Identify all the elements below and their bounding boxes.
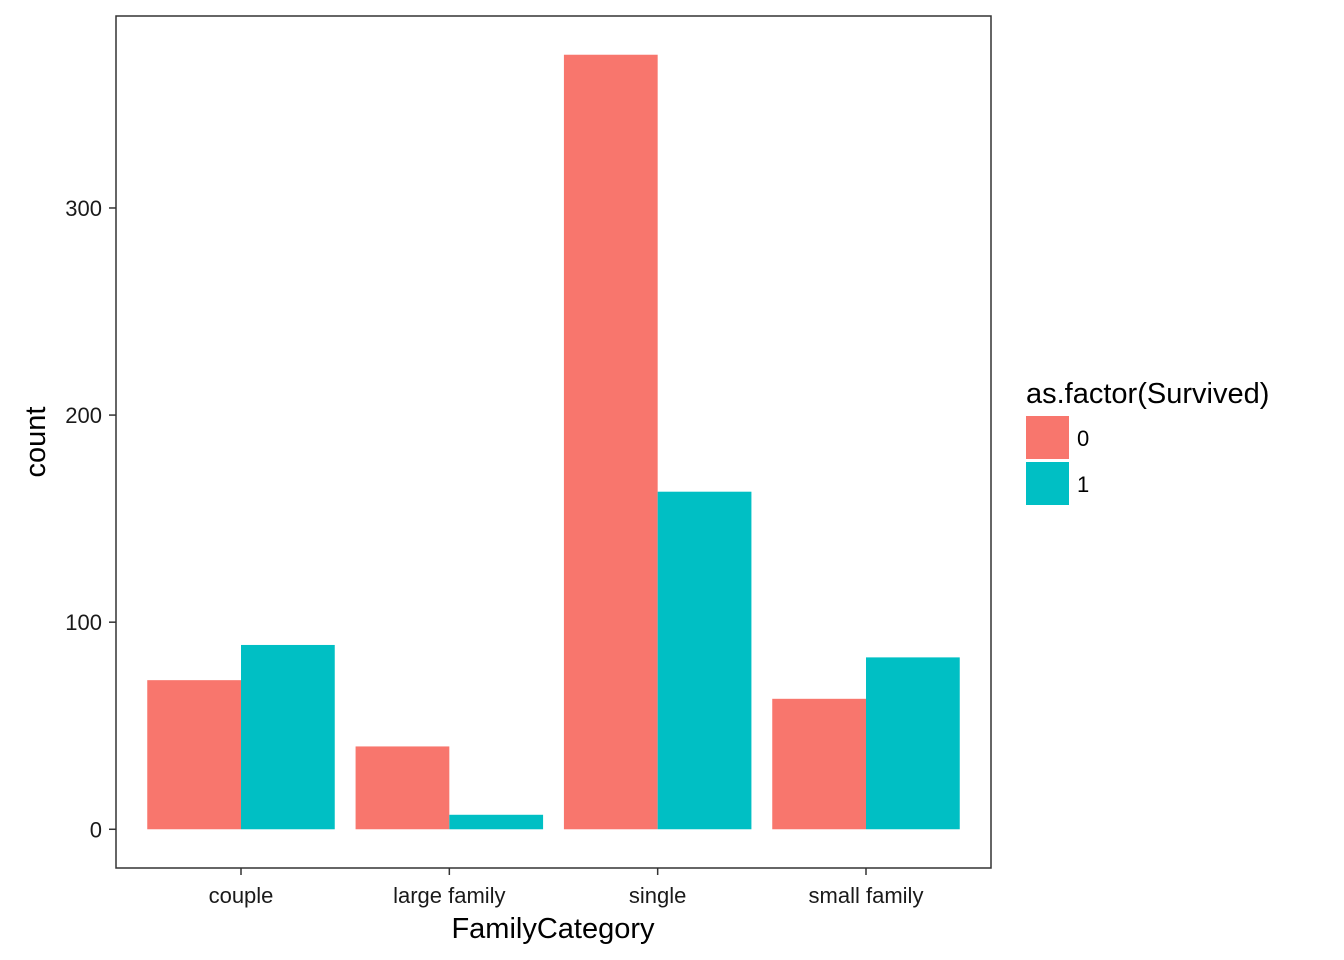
y-axis-title: count [20,407,52,478]
bar-single-1 [657,491,752,830]
legend: as.factor(Survived) 0 1 [1026,378,1269,505]
x-tick-label: single [629,883,686,908]
legend-key-0 [1026,416,1069,459]
x-tick-label: couple [209,883,274,908]
bar-couple-0 [147,680,241,830]
legend-label-0: 0 [1077,426,1089,451]
bar-large-family-1 [449,814,544,830]
y-tick-label: 300 [65,196,102,221]
plot-panel-border [115,15,992,869]
legend-label-1: 1 [1077,472,1089,497]
bar-small-family-0 [772,698,866,830]
x-tick-label: large family [393,883,505,908]
bar-couple-1 [241,644,335,830]
legend-key-1 [1026,462,1069,505]
x-axis-title: FamilyCategory [451,913,655,945]
bars-layer [147,54,960,830]
bar-single-0 [563,54,658,830]
bar-large-family-0 [355,746,450,830]
x-tick-label: small family [809,883,924,908]
legend-title: as.factor(Survived) [1026,378,1269,410]
y-tick-label: 200 [65,403,102,428]
x-axis: couple large family single small family [209,868,924,908]
y-tick-label: 100 [65,610,102,635]
bar-small-family-1 [866,657,960,830]
y-tick-label: 0 [90,817,102,842]
y-axis: 0 100 200 300 [65,196,116,842]
